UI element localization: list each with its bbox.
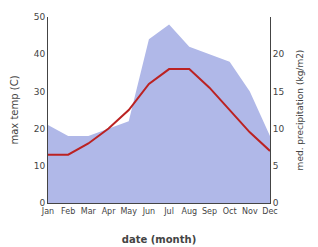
svg-text:Apr: Apr	[102, 207, 117, 216]
svg-text:15: 15	[273, 87, 284, 97]
svg-text:Mar: Mar	[81, 207, 97, 216]
svg-text:Jul: Jul	[163, 207, 174, 216]
svg-text:40: 40	[34, 49, 46, 59]
svg-text:20: 20	[34, 124, 46, 134]
svg-text:Jan: Jan	[41, 207, 54, 216]
svg-text:Aug: Aug	[181, 207, 197, 216]
svg-text:Jun: Jun	[142, 207, 156, 216]
svg-text:20: 20	[273, 49, 285, 59]
svg-text:10: 10	[34, 161, 46, 171]
svg-text:Oct: Oct	[223, 207, 237, 216]
svg-text:date (month): date (month)	[122, 234, 196, 245]
svg-text:30: 30	[34, 87, 46, 97]
svg-text:Nov: Nov	[242, 207, 258, 216]
svg-text:50: 50	[34, 12, 46, 22]
svg-text:Sep: Sep	[202, 207, 217, 216]
svg-text:max temp (C): max temp (C)	[9, 75, 20, 144]
svg-text:0: 0	[39, 198, 45, 208]
svg-text:0: 0	[273, 198, 279, 208]
svg-text:med. precipitation (kg/m2): med. precipitation (kg/m2)	[295, 50, 305, 171]
svg-text:Feb: Feb	[61, 207, 75, 216]
svg-text:5: 5	[273, 161, 279, 171]
svg-text:May: May	[120, 207, 137, 216]
svg-text:Dec: Dec	[262, 207, 277, 216]
svg-text:10: 10	[273, 124, 285, 134]
